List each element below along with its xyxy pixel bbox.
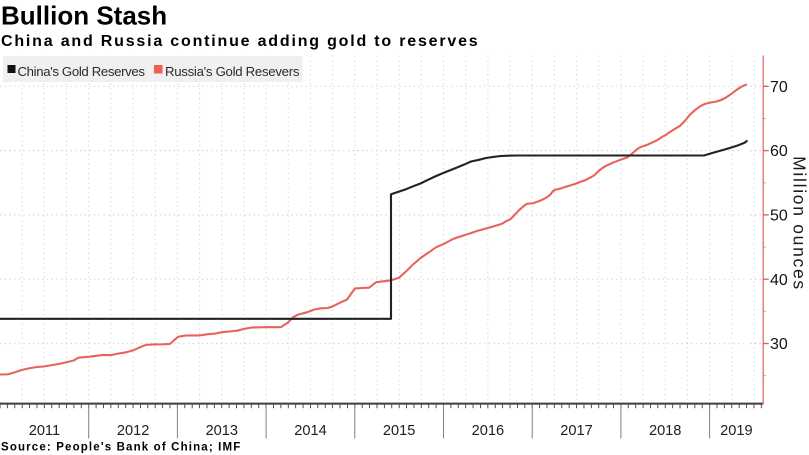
svg-text:2019: 2019 — [720, 423, 752, 439]
svg-text:2013: 2013 — [206, 423, 238, 439]
svg-text:2015: 2015 — [383, 423, 415, 439]
svg-text:Million ounces: Million ounces — [790, 156, 809, 291]
svg-text:2016: 2016 — [472, 423, 504, 439]
svg-text:Bullion Stash: Bullion Stash — [1, 1, 167, 31]
svg-text:40: 40 — [770, 272, 788, 289]
svg-text:China and Russia continue addi: China and Russia continue adding gold to… — [1, 33, 480, 50]
svg-text:China's Gold Reserves: China's Gold Reserves — [18, 64, 146, 79]
svg-text:30: 30 — [770, 336, 788, 353]
svg-text:2011: 2011 — [29, 423, 60, 439]
svg-text:50: 50 — [770, 208, 788, 225]
svg-text:70: 70 — [770, 79, 788, 96]
svg-text:Russia's Gold Resevers: Russia's Gold Resevers — [165, 64, 300, 79]
svg-text:2014: 2014 — [294, 423, 326, 439]
svg-text:60: 60 — [770, 143, 788, 160]
svg-text:Source: People's Bank of China: Source: People's Bank of China; IMF — [1, 442, 241, 454]
svg-text:2018: 2018 — [649, 423, 681, 439]
svg-text:2012: 2012 — [117, 423, 149, 439]
svg-text:2017: 2017 — [560, 423, 592, 439]
